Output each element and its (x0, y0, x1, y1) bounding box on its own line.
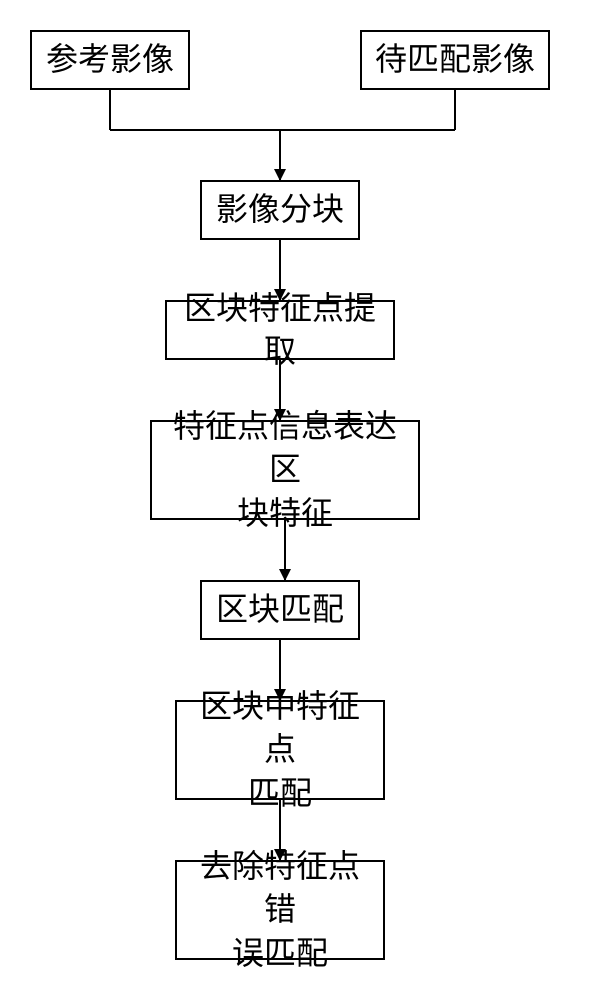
flow-node-n6: 区块匹配 (200, 580, 360, 640)
flow-node-label: 区块特征点提取 (175, 287, 385, 373)
flow-node-n3: 影像分块 (200, 180, 360, 240)
flow-node-label: 待匹配影像 (375, 38, 535, 81)
flow-node-n1: 参考影像 (30, 30, 190, 90)
flow-node-label: 区块中特征点匹配 (185, 685, 375, 815)
flow-node-n4: 区块特征点提取 (165, 300, 395, 360)
flow-node-n7: 区块中特征点匹配 (175, 700, 385, 800)
flow-node-label: 特征点信息表达区块特征 (160, 405, 410, 535)
flow-node-label: 参考影像 (46, 38, 174, 81)
flow-node-label: 区块匹配 (216, 588, 344, 631)
flow-node-n8: 去除特征点错误匹配 (175, 860, 385, 960)
flow-node-label: 影像分块 (216, 188, 344, 231)
flow-node-n2: 待匹配影像 (360, 30, 550, 90)
flow-node-label: 去除特征点错误匹配 (185, 845, 375, 975)
flow-node-n5: 特征点信息表达区块特征 (150, 420, 420, 520)
